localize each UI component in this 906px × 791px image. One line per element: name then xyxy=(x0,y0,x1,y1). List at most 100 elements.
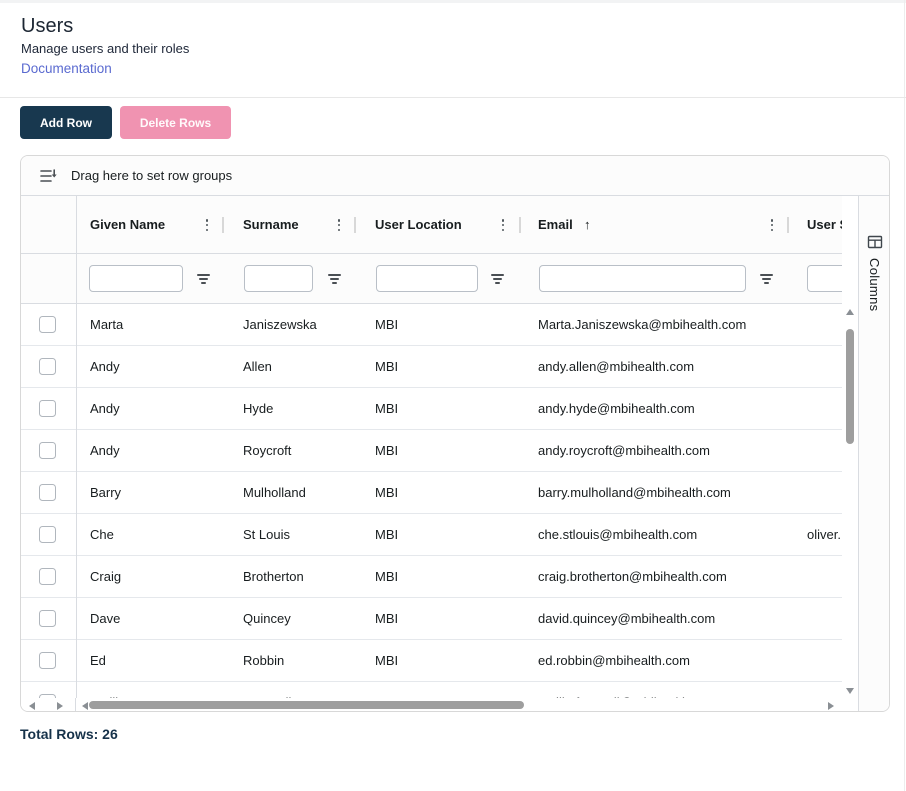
header-divider xyxy=(0,97,906,98)
cell-user-location: MBI xyxy=(375,682,398,698)
filter-icon[interactable] xyxy=(760,274,773,284)
cell-surname: Mulholland xyxy=(243,485,306,500)
documentation-link[interactable]: Documentation xyxy=(21,61,112,76)
cell-surname: Quincey xyxy=(243,611,291,626)
vertical-scrollbar[interactable] xyxy=(842,304,858,698)
cell-given-name: Dave xyxy=(90,611,121,626)
cell-email: emilie.ferrandi@mbihealth.com xyxy=(538,682,717,698)
scroll-left-arrow-icon[interactable] xyxy=(29,702,35,710)
table-row[interactable]: Dave Quincey MBI david.quincey@mbihealth… xyxy=(21,598,842,640)
column-header-row: Given Name Surname User Location Email ↑… xyxy=(21,196,842,254)
scroll-down-arrow-icon[interactable] xyxy=(846,688,854,694)
filter-input-given-name[interactable] xyxy=(89,265,183,292)
filter-icon[interactable] xyxy=(491,274,504,284)
filter-input-surname[interactable] xyxy=(244,265,313,292)
horizontal-scrollbar[interactable] xyxy=(21,698,858,711)
column-header-user-location[interactable]: User Location xyxy=(375,217,462,232)
cell-given-name: Andy xyxy=(90,359,120,374)
filter-row xyxy=(21,254,842,304)
users-grid: Drag here to set row groups Given Name S… xyxy=(20,155,890,712)
row-checkbox[interactable] xyxy=(39,442,56,459)
row-checkbox[interactable] xyxy=(39,358,56,375)
cell-user-location: MBI xyxy=(375,653,399,668)
table-row[interactable]: Andy Allen MBI andy.allen@mbihealth.com xyxy=(21,346,842,388)
table-row[interactable]: Barry Mulholland MBI barry.mulholland@mb… xyxy=(21,472,842,514)
cell-user-location: MBI xyxy=(375,359,399,374)
row-checkbox[interactable] xyxy=(39,526,56,543)
row-checkbox[interactable] xyxy=(39,610,56,627)
cell-email: andy.hyde@mbihealth.com xyxy=(538,401,695,416)
column-menu-icon[interactable] xyxy=(498,219,508,231)
filter-input-user-sup[interactable] xyxy=(807,265,842,292)
column-resize-handle[interactable] xyxy=(787,217,789,233)
column-resize-handle[interactable] xyxy=(222,217,224,233)
filter-input-email[interactable] xyxy=(539,265,746,292)
column-menu-icon[interactable] xyxy=(202,219,212,231)
row-group-drop-zone[interactable]: Drag here to set row groups xyxy=(21,156,889,196)
table-row[interactable]: Craig Brotherton MBI craig.brotherton@mb… xyxy=(21,556,842,598)
table-row[interactable]: Andy Hyde MBI andy.hyde@mbihealth.com xyxy=(21,388,842,430)
scroll-up-arrow-icon[interactable] xyxy=(846,309,854,315)
add-row-button[interactable]: Add Row xyxy=(20,106,112,139)
page-right-border xyxy=(904,0,905,791)
scroll-right-arrow-icon[interactable] xyxy=(828,702,834,710)
column-menu-icon[interactable] xyxy=(767,219,777,231)
column-header-user-sup[interactable]: User Sup xyxy=(807,217,842,232)
row-checkbox[interactable] xyxy=(39,316,56,333)
filter-icon[interactable] xyxy=(197,274,210,284)
cell-given-name: Barry xyxy=(90,485,122,500)
side-panel-tab-strip: Columns xyxy=(858,196,889,711)
cell-surname: Ferrandi xyxy=(243,682,291,698)
cell-user-location: MBI xyxy=(375,485,399,500)
cell-given-name: Craig xyxy=(90,569,122,584)
cell-user-location: MBI xyxy=(375,443,399,458)
row-group-hint: Drag here to set row groups xyxy=(71,168,233,183)
cell-email: craig.brotherton@mbihealth.com xyxy=(538,569,727,584)
cell-surname: Hyde xyxy=(243,401,274,416)
cell-given-name: Andy xyxy=(90,443,120,458)
filter-input-user-location[interactable] xyxy=(376,265,478,292)
scroll-right-arrow-icon[interactable] xyxy=(57,702,63,710)
row-checkbox[interactable] xyxy=(39,694,56,698)
cell-surname: Janiszewska xyxy=(243,317,317,332)
cell-user-location: MBI xyxy=(375,401,399,416)
cell-email: che.stlouis@mbihealth.com xyxy=(538,527,698,542)
page-title: Users xyxy=(21,15,74,37)
table-row[interactable]: Andy Roycroft MBI andy.roycroft@mbihealt… xyxy=(21,430,842,472)
cell-user-location: MBI xyxy=(375,569,399,584)
cell-user-location: MBI xyxy=(375,527,399,542)
total-rows-label: Total Rows: 26 xyxy=(20,726,118,742)
column-header-email[interactable]: Email xyxy=(538,217,573,232)
grid-body: Marta Janiszewska MBI Marta.Janiszewska@… xyxy=(21,304,842,698)
row-groups-icon xyxy=(39,167,57,190)
column-header-given-name[interactable]: Given Name xyxy=(90,217,166,232)
row-checkbox[interactable] xyxy=(39,652,56,669)
cell-given-name: Emilie xyxy=(90,682,125,698)
cell-user-sup: oliver. xyxy=(807,527,841,542)
row-checkbox[interactable] xyxy=(39,484,56,501)
filter-icon[interactable] xyxy=(328,274,341,284)
table-row[interactable]: Che St Louis MBI che.stlouis@mbihealth.c… xyxy=(21,514,842,556)
cell-surname: Brotherton xyxy=(243,569,304,584)
delete-rows-button[interactable]: Delete Rows xyxy=(120,106,231,139)
horizontal-scrollbar-thumb[interactable] xyxy=(89,701,524,709)
cell-given-name: Andy xyxy=(90,401,120,416)
cell-user-location: MBI xyxy=(375,317,399,332)
cell-given-name: Ed xyxy=(90,653,106,668)
vertical-scrollbar-thumb[interactable] xyxy=(846,329,854,444)
tab-columns-label: Columns xyxy=(867,258,882,312)
column-menu-icon[interactable] xyxy=(334,219,344,231)
table-row[interactable]: Ed Robbin MBI ed.robbin@mbihealth.com xyxy=(21,640,842,682)
cell-email: Marta.Janiszewska@mbihealth.com xyxy=(538,317,747,332)
row-checkbox[interactable] xyxy=(39,568,56,585)
pinned-scroll-spacer xyxy=(21,698,76,711)
tab-columns[interactable]: Columns xyxy=(859,234,889,316)
table-row[interactable]: Marta Janiszewska MBI Marta.Janiszewska@… xyxy=(21,304,842,346)
scroll-left-arrow-icon[interactable] xyxy=(82,702,88,710)
row-checkbox[interactable] xyxy=(39,400,56,417)
column-resize-handle[interactable] xyxy=(519,217,521,233)
column-header-surname[interactable]: Surname xyxy=(243,217,299,232)
table-row[interactable]: Emilie Ferrandi MBI emilie.ferrandi@mbih… xyxy=(21,682,842,698)
cell-email: andy.roycroft@mbihealth.com xyxy=(538,443,710,458)
column-resize-handle[interactable] xyxy=(354,217,356,233)
